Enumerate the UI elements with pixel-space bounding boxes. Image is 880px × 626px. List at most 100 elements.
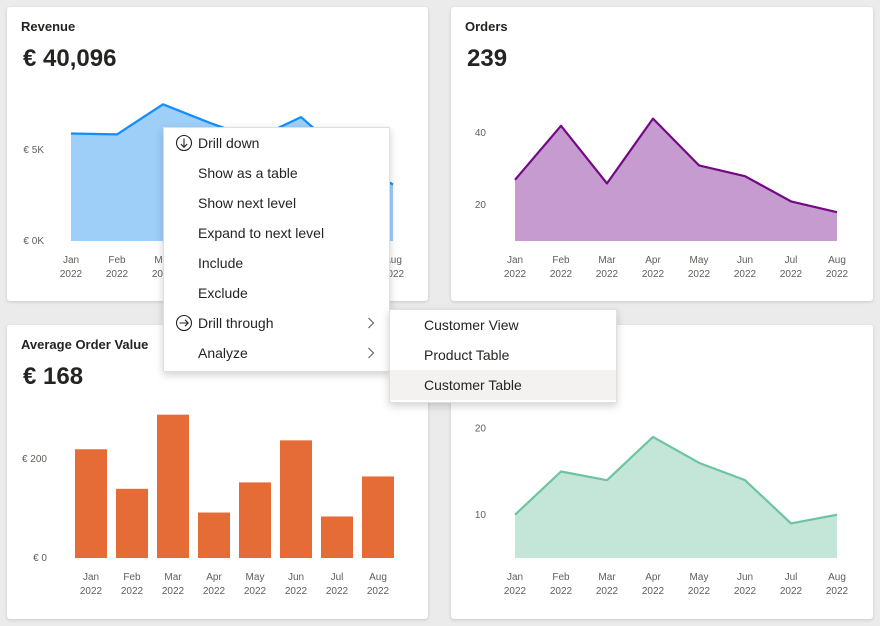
x-tick-month: Feb <box>123 572 141 583</box>
menu-item-label: Show as a table <box>198 165 298 181</box>
customers-area-chart[interactable]: 10 20 Jan 2022 Feb 2022 Mar 2022 Apr 2022 May 2022 J… <box>451 325 873 619</box>
menu-item-label: Drill through <box>198 315 274 331</box>
submenu-item-label: Customer View <box>424 317 519 333</box>
y-tick-label: 10 <box>475 510 487 521</box>
x-tick-month: Apr <box>206 572 222 583</box>
x-tick-year: 2022 <box>326 586 349 597</box>
menu-item-show-as-table[interactable]: Show as a table <box>164 158 389 188</box>
menu-item-exclude[interactable]: Exclude <box>164 278 389 308</box>
x-tick-year: 2022 <box>780 586 803 597</box>
menu-item-label: Exclude <box>198 285 248 301</box>
x-tick-month: Jan <box>83 572 99 583</box>
menu-item-label: Analyze <box>198 345 248 361</box>
bar <box>75 449 107 558</box>
orders-card[interactable]: Orders 239 20 40 Jan 2022 Feb 2022 Mar 2022 Apr 2… <box>451 7 873 301</box>
x-tick-year: 2022 <box>121 586 144 597</box>
x-tick-year: 2022 <box>162 586 185 597</box>
x-tick-year: 2022 <box>596 269 619 280</box>
menu-item-analyze[interactable]: Analyze <box>164 338 389 368</box>
card-title: Revenue <box>21 19 76 34</box>
drill-through-submenu: Customer View Product Table Customer Tab… <box>389 309 617 403</box>
menu-item-drill-down[interactable]: Drill down <box>164 128 389 158</box>
bar <box>362 476 394 558</box>
x-tick-month: Aug <box>828 572 846 583</box>
drill-down-icon <box>175 134 193 152</box>
x-tick-year: 2022 <box>244 586 267 597</box>
x-tick-month: Aug <box>369 572 387 583</box>
x-tick-month: May <box>690 255 709 266</box>
bar <box>239 482 271 558</box>
x-tick-month: May <box>246 572 265 583</box>
chevron-right-icon <box>368 317 375 329</box>
aov-card[interactable]: Average Order Value € 168 € 0 € 200 Jan 202… <box>7 325 428 619</box>
x-tick-year: 2022 <box>826 586 849 597</box>
card-title: Average Order Value <box>21 337 149 352</box>
x-tick-year: 2022 <box>550 269 573 280</box>
card-kpi-value: € 40,096 <box>23 45 117 72</box>
x-tick-year: 2022 <box>106 269 129 280</box>
orders-area-chart[interactable]: 20 40 Jan 2022 Feb 2022 Mar 2022 Apr 2022 May 2022 J… <box>451 7 873 301</box>
x-tick-month: Feb <box>552 255 570 266</box>
x-tick-year: 2022 <box>203 586 226 597</box>
x-tick-year: 2022 <box>504 586 527 597</box>
x-tick-year: 2022 <box>826 269 849 280</box>
x-tick-month: Aug <box>384 255 402 266</box>
y-tick-label: 20 <box>475 423 487 434</box>
x-tick-month: Jun <box>737 255 753 266</box>
x-tick-month: Mar <box>598 255 616 266</box>
menu-item-label: Show next level <box>198 195 297 211</box>
x-tick-year: 2022 <box>596 586 619 597</box>
x-tick-month: May <box>690 572 709 583</box>
x-tick-month: Mar <box>598 572 616 583</box>
bar <box>321 516 353 558</box>
x-tick-year: 2022 <box>734 269 757 280</box>
x-tick-year: 2022 <box>642 586 665 597</box>
card-kpi-value: 239 <box>467 45 508 72</box>
menu-item-label: Include <box>198 255 244 271</box>
x-tick-month: Jul <box>331 572 344 583</box>
bar <box>157 414 189 558</box>
x-tick-month: Apr <box>645 572 661 583</box>
y-tick-label: € 5K <box>23 145 44 156</box>
menu-item-show-next-level[interactable]: Show next level <box>164 188 389 218</box>
x-tick-year: 2022 <box>382 269 405 280</box>
card-title: Orders <box>465 19 508 34</box>
area-fill <box>515 118 837 241</box>
x-tick-year: 2022 <box>780 269 803 280</box>
y-tick-label: € 0 <box>33 553 47 564</box>
drill-through-icon <box>175 314 193 332</box>
series-line <box>514 117 838 214</box>
x-tick-month: Jan <box>507 255 523 266</box>
submenu-item-product-table[interactable]: Product Table <box>390 340 616 370</box>
x-tick-year: 2022 <box>80 586 103 597</box>
bar <box>198 512 230 558</box>
x-tick-year: 2022 <box>688 586 711 597</box>
menu-item-include[interactable]: Include <box>164 248 389 278</box>
x-tick-month: Aug <box>828 255 846 266</box>
x-tick-month: Feb <box>552 572 570 583</box>
x-tick-year: 2022 <box>688 269 711 280</box>
x-tick-year: 2022 <box>504 269 527 280</box>
chevron-right-icon <box>368 347 375 359</box>
y-tick-label: € 0K <box>23 236 44 247</box>
x-tick-year: 2022 <box>60 269 83 280</box>
submenu-item-customer-view[interactable]: Customer View <box>390 310 616 340</box>
y-tick-label: 20 <box>475 200 487 211</box>
x-tick-month: Jun <box>737 572 753 583</box>
x-tick-month: Mar <box>164 572 182 583</box>
bar <box>280 440 312 558</box>
x-tick-year: 2022 <box>642 269 665 280</box>
y-tick-label: € 200 <box>22 454 47 465</box>
x-tick-year: 2022 <box>550 586 573 597</box>
x-tick-month: Apr <box>645 255 661 266</box>
aov-bar-chart[interactable]: € 0 € 200 Jan 2022 Feb 2022 Mar 2022 Apr 2022 May 2… <box>7 325 428 619</box>
y-tick-label: 40 <box>475 128 487 139</box>
menu-item-expand-next-level[interactable]: Expand to next level <box>164 218 389 248</box>
x-tick-month: Feb <box>108 255 126 266</box>
menu-item-label: Drill down <box>198 135 260 151</box>
menu-item-label: Expand to next level <box>198 225 325 241</box>
x-tick-year: 2022 <box>734 586 757 597</box>
x-tick-month: Jul <box>785 255 798 266</box>
submenu-item-customer-table[interactable]: Customer Table <box>390 370 616 400</box>
menu-item-drill-through[interactable]: Drill through <box>164 308 389 338</box>
